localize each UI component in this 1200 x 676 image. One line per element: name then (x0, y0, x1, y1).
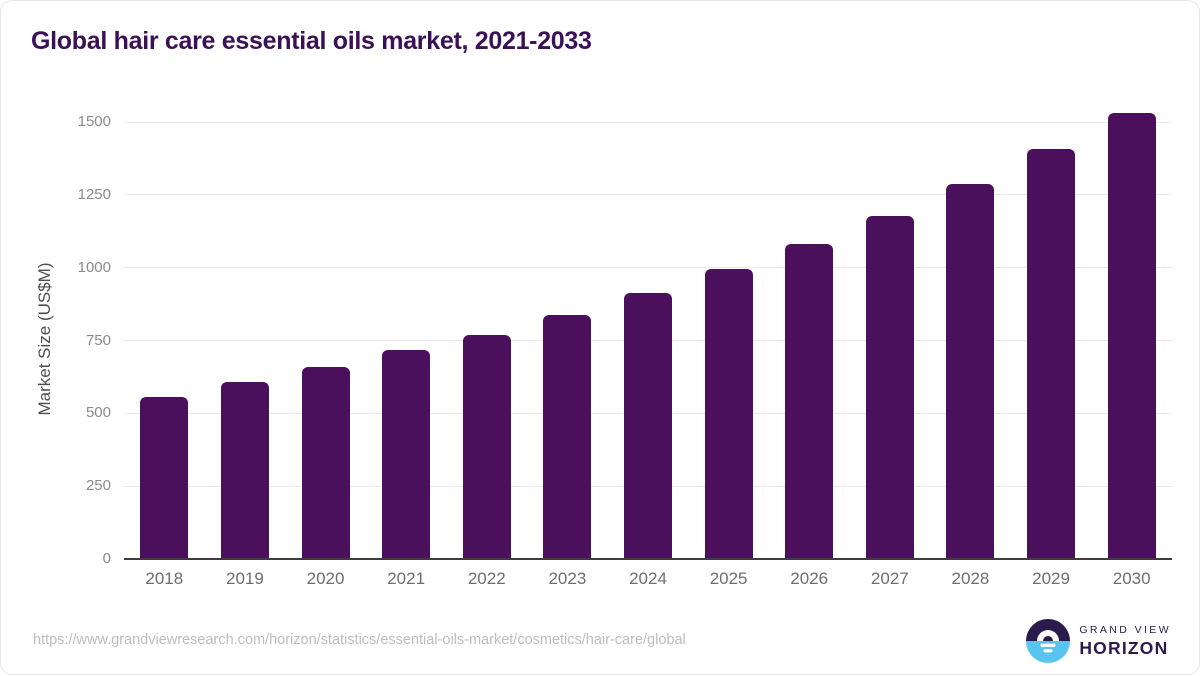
bar-2027[interactable] (865, 215, 914, 559)
y-tick-label-500: 500 (85, 404, 111, 422)
bar-2028[interactable] (946, 184, 995, 559)
source-url: https://www.grandviewresearch.com/horizo… (33, 632, 686, 648)
bar-2030[interactable] (1107, 112, 1156, 559)
x-tick-label-2030: 2030 (1112, 569, 1151, 588)
bar-2023[interactable] (543, 314, 592, 559)
y-tick-label-0: 0 (102, 550, 111, 567)
y-tick-label-750: 750 (85, 331, 111, 349)
bar-2020[interactable] (301, 366, 350, 559)
gridline-1000 (124, 267, 1172, 269)
logo-text: GRAND VIEW HORIZON (1079, 624, 1171, 659)
x-tick-label-2018: 2018 (145, 569, 184, 588)
x-tick-label-2022: 2022 (467, 569, 506, 588)
logo-product-name: HORIZON (1079, 637, 1169, 658)
bar-2024[interactable] (624, 293, 672, 559)
y-tick-label-1250: 1250 (77, 185, 111, 203)
grand-view-horizon-logo: GRAND VIEW HORIZON (1026, 619, 1171, 663)
bar-2019[interactable] (220, 381, 269, 559)
logo-sun-horizon-icon (1026, 619, 1071, 663)
x-tick-label-2020: 2020 (306, 569, 345, 588)
x-tick-label-2025: 2025 (709, 569, 748, 588)
x-tick-label-2028: 2028 (951, 569, 990, 588)
x-tick-label-2019: 2019 (226, 569, 264, 588)
bar-2029[interactable] (1027, 149, 1076, 559)
chart-title: Global hair care essential oils market, … (31, 27, 592, 55)
bar-2022[interactable] (462, 334, 511, 559)
logo-brand-name: GRAND VIEW (1079, 623, 1171, 636)
bar-2026[interactable] (785, 244, 834, 559)
x-tick-label-2026: 2026 (790, 569, 829, 588)
x-tick-label-2021: 2021 (387, 569, 426, 588)
gridline-1250 (124, 194, 1172, 196)
y-tick-label-1000: 1000 (77, 258, 111, 276)
x-axis-line (124, 558, 1172, 560)
y-tick-label-1500: 1500 (77, 113, 111, 130)
bar-2021[interactable] (382, 350, 431, 559)
x-tick-label-2027: 2027 (870, 569, 909, 588)
x-tick-label-2029: 2029 (1032, 569, 1070, 588)
x-tick-label-2023: 2023 (548, 569, 587, 588)
bar-2018[interactable] (140, 397, 189, 559)
x-tick-label-2024: 2024 (629, 569, 667, 588)
bar-2025[interactable] (704, 269, 753, 559)
gridline-1500 (124, 121, 1172, 123)
y-tick-label-250: 250 (85, 477, 111, 495)
